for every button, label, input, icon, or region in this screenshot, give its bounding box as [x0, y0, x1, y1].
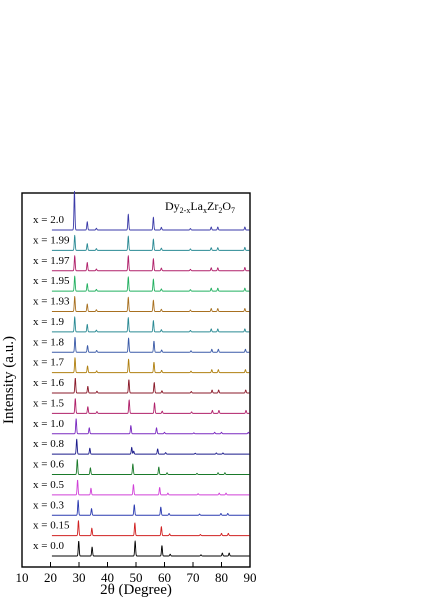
x-tick-label: 90	[244, 570, 257, 585]
series-label: x = 0.15	[33, 520, 70, 532]
series-label: x = 1.0	[33, 418, 64, 430]
series-label: x = 0.0	[33, 540, 64, 552]
pattern-line	[51, 275, 250, 292]
pattern-line	[51, 398, 250, 414]
pattern-line	[51, 499, 250, 516]
pattern-line	[51, 255, 250, 272]
series-label: x = 0.5	[33, 479, 64, 491]
x-tick-label: 60	[158, 570, 171, 585]
x-tick-label: 10	[16, 570, 29, 585]
series-label: x = 1.5	[33, 397, 64, 409]
series-label: x = 2.0	[33, 214, 64, 226]
pattern-line	[51, 540, 250, 557]
pattern-line	[51, 378, 250, 394]
pattern-line	[51, 459, 250, 475]
pattern-line	[51, 418, 250, 435]
series-label: x = 0.8	[33, 438, 64, 450]
x-tick-label: 20	[44, 570, 57, 585]
pattern-line	[51, 438, 250, 455]
series-label: x = 1.6	[33, 377, 64, 389]
pattern-line	[51, 357, 250, 374]
series-label: x = 1.97	[33, 255, 70, 267]
x-axis-ticks: 10 20 30 40 50 60 70 80 90	[16, 562, 257, 585]
series-labels: x = 2.0 x = 1.99 x = 1.97 x = 1.95 x = 1.93 x…	[33, 214, 70, 552]
pattern-line	[51, 316, 250, 333]
series-label: x = 1.7	[33, 357, 64, 369]
x-tick-label: 50	[130, 570, 143, 585]
series-label: x = 1.93	[33, 296, 70, 308]
x-tick-label: 80	[215, 570, 228, 585]
x-axis-label: 2θ (Degree)	[100, 582, 172, 598]
series-label: x = 1.95	[33, 275, 70, 287]
diffraction-patterns	[51, 190, 250, 557]
series-label: x = 1.9	[33, 316, 64, 328]
x-tick-label: 30	[73, 570, 86, 585]
series-label: x = 1.8	[33, 336, 64, 348]
series-label: x = 0.6	[33, 459, 64, 471]
x-tick-label: 70	[187, 570, 200, 585]
y-axis-label: Intensity (a.u.)	[1, 336, 17, 424]
x-tick-label: 40	[101, 570, 114, 585]
pattern-line	[51, 520, 250, 537]
plot-area: x = 2.0 x = 1.99 x = 1.97 x = 1.95 x = 1.93 x…	[16, 190, 257, 585]
pattern-line	[51, 234, 250, 251]
series-label: x = 1.99	[33, 234, 70, 246]
pattern-line	[51, 336, 250, 353]
pattern-line	[51, 190, 250, 231]
series-label: x = 0.3	[33, 499, 64, 511]
pattern-line	[51, 479, 250, 496]
pattern-line	[51, 296, 250, 312]
chart-title: Dy2-xLaxZr2O7	[165, 199, 235, 215]
